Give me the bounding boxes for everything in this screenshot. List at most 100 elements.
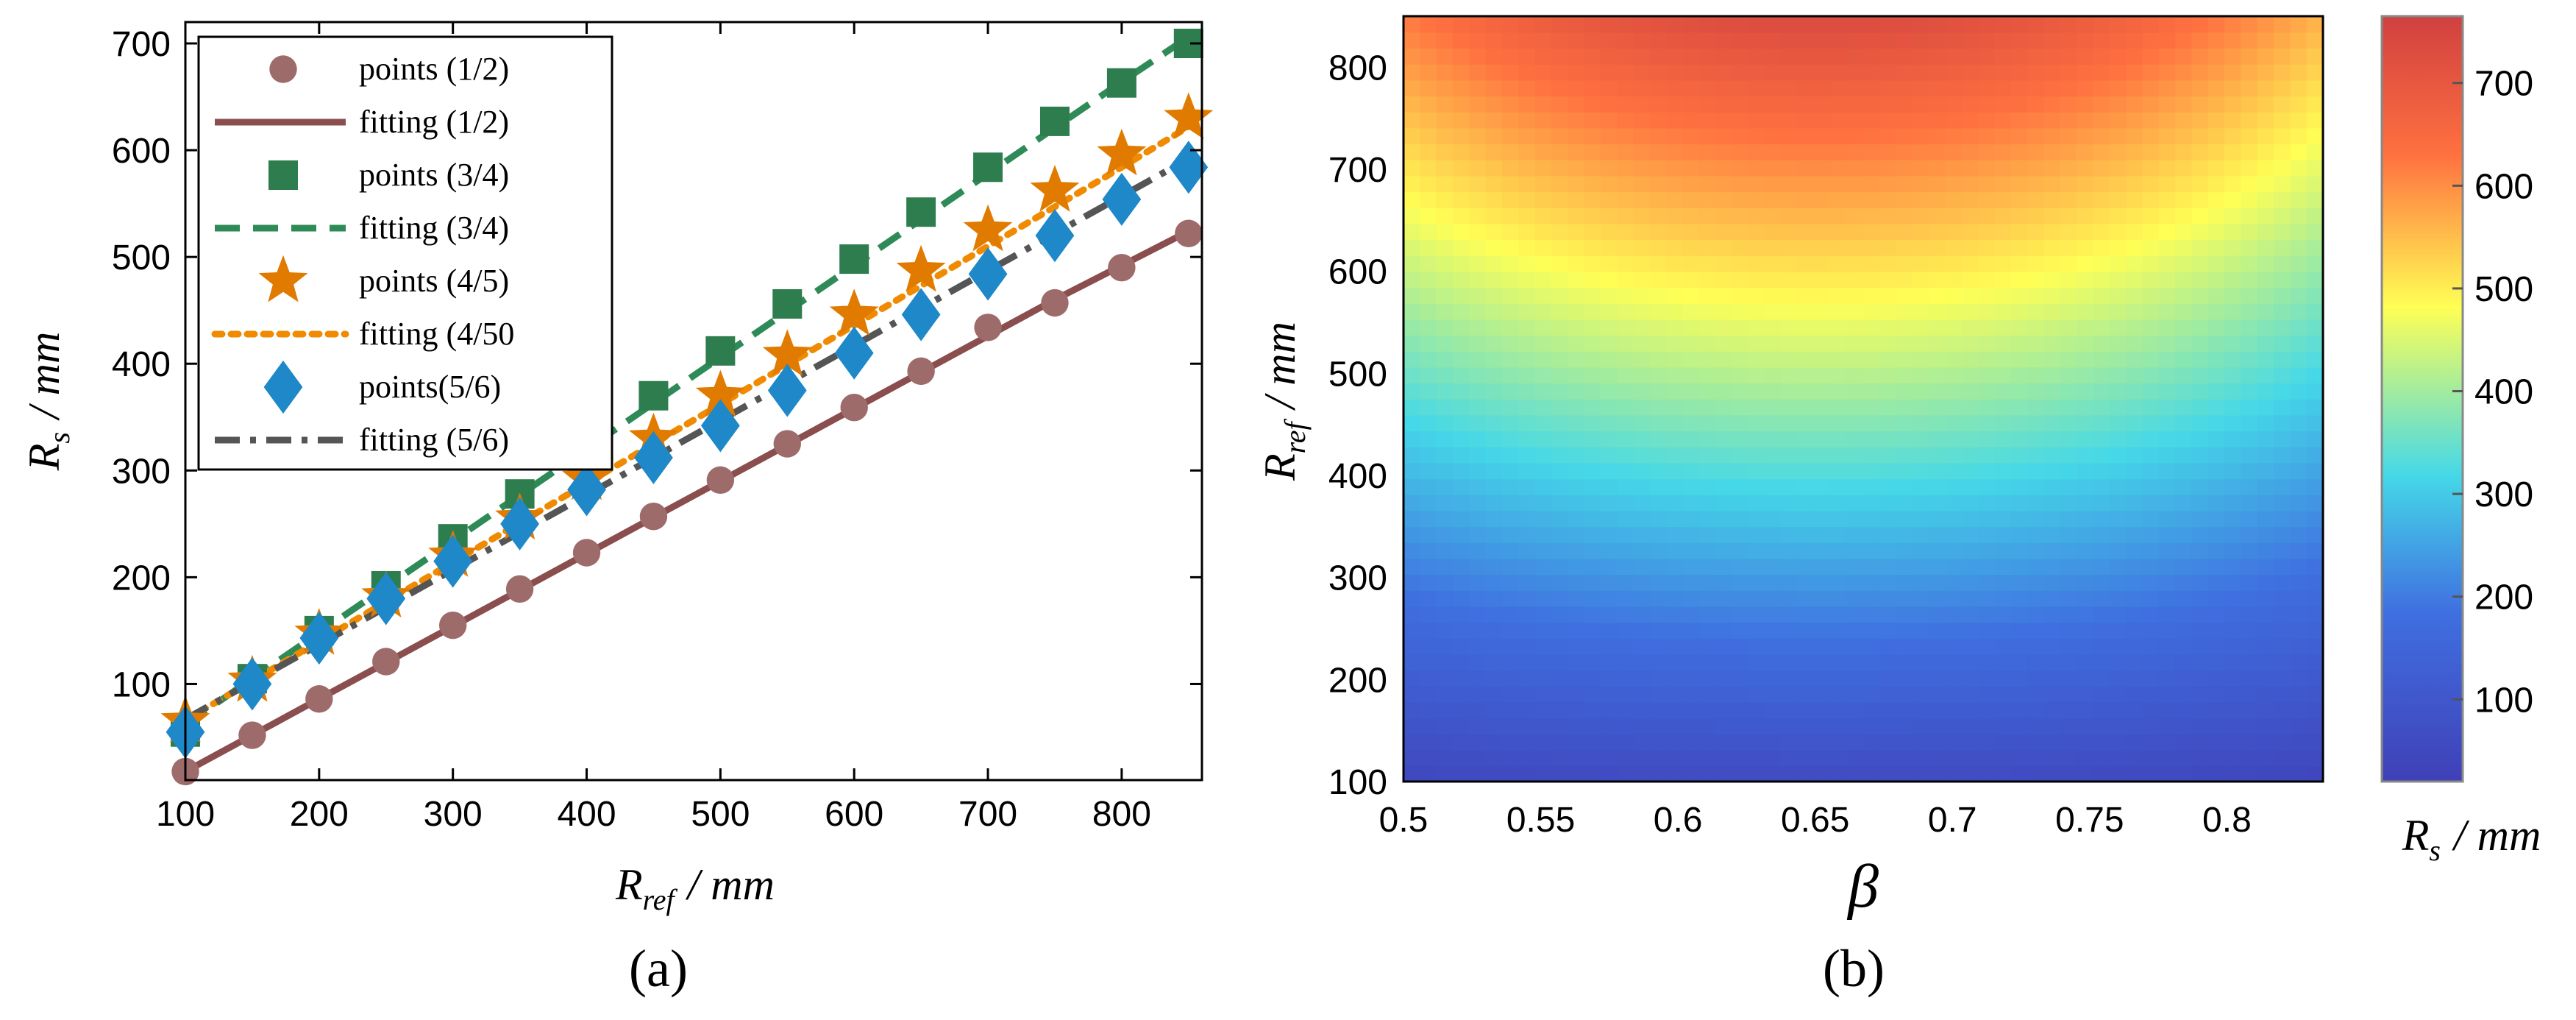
heatmap-cell [1814, 478, 1832, 495]
heatmap-cell [2027, 383, 2045, 400]
heatmap-cell [2093, 622, 2110, 639]
heatmap-cell [1814, 319, 1832, 336]
heatmap-cell [1501, 351, 1520, 368]
heatmap-cell [2175, 749, 2193, 767]
heatmap-cell [1945, 590, 1963, 607]
heatmap-cell [2241, 127, 2258, 145]
heatmap-cell [1469, 622, 1487, 639]
heatmap-cell [1698, 335, 1716, 352]
heatmap-cell [1814, 686, 1832, 703]
heatmap-cell [1534, 606, 1552, 623]
heatmap-cell [1600, 144, 1618, 160]
heatmap-cell [1830, 542, 1848, 559]
heatmap-cell [1469, 765, 1487, 782]
heatmap-cell [1403, 414, 1421, 432]
heatmap-cell [1945, 319, 1963, 336]
heatmap-cell [1879, 701, 1897, 719]
heatmap-cell [2158, 447, 2176, 464]
heatmap-cell [2043, 335, 2061, 352]
heatmap-cell [2191, 96, 2209, 113]
heatmap-cell [2043, 48, 2061, 65]
heatmap-cell [2274, 462, 2291, 480]
heatmap-cell [1436, 32, 1454, 49]
heatmap-cell [1551, 431, 1569, 447]
heatmap-cell [2175, 622, 2193, 639]
heatmap-cell [2207, 239, 2225, 256]
heatmap-cell [2027, 208, 2045, 224]
heatmap-cell [1961, 526, 1979, 543]
heatmap-cell [1715, 478, 1733, 495]
heatmap-cell [1682, 255, 1700, 272]
heatmap-cell [1846, 431, 1864, 447]
heatmap-cell [1765, 64, 1782, 81]
heatmap-cell [1600, 112, 1618, 129]
heatmap-cell [1420, 175, 1437, 193]
heatmap-cell [1682, 526, 1700, 543]
heatmap-cell [1534, 431, 1552, 447]
heatmap-cell [1617, 686, 1634, 703]
heatmap-cell [2109, 351, 2127, 368]
heatmap-cell [1469, 144, 1487, 160]
heatmap-cell [1649, 590, 1667, 607]
heatmap-cell [2207, 303, 2225, 320]
heatmap-cell [1978, 478, 1996, 495]
heatmap-cell [1617, 638, 1634, 655]
heatmap-cell [2027, 574, 2045, 591]
data-point [1102, 172, 1142, 226]
heatmap-cell [2207, 255, 2225, 272]
heatmap-cell [1929, 622, 1946, 639]
heatmap-cell [1863, 542, 1881, 559]
heatmap-cell [1978, 223, 1996, 241]
y-tick-label: 500 [112, 238, 171, 277]
heatmap-cell [2191, 462, 2209, 480]
heatmap-cell [2257, 48, 2274, 65]
heatmap-cell [1846, 160, 1864, 177]
heatmap-cell [1452, 462, 1470, 480]
heatmap-cell [1978, 335, 1996, 352]
heatmap-cell [2224, 175, 2242, 193]
heatmap-cell [1961, 79, 1979, 97]
heatmap-cell [1929, 351, 1946, 368]
heatmap-cell [1501, 255, 1520, 272]
heatmap-cell [1814, 495, 1832, 511]
heatmap-cell [1633, 478, 1651, 495]
heatmap-cell [1732, 510, 1749, 528]
y-tick-label: 100 [112, 665, 171, 704]
heatmap-cell [1600, 526, 1618, 543]
heatmap-cell [1649, 765, 1667, 782]
heatmap-cell [1568, 79, 1585, 97]
heatmap-cell [1978, 239, 1996, 256]
heatmap-cell [2010, 335, 2029, 352]
heatmap-cell [1403, 127, 1421, 145]
heatmap-cell [1715, 670, 1733, 687]
heatmap-cell [1781, 526, 1798, 543]
heatmap-cell [2142, 399, 2160, 416]
heatmap-cell [2207, 734, 2225, 751]
heatmap-cell [1748, 606, 1765, 623]
heatmap-cell [1732, 48, 1749, 65]
heatmap-cell [1403, 175, 1421, 193]
heatmap-cell [1452, 335, 1470, 352]
heatmap-cell [2027, 335, 2045, 352]
heatmap-cell [2158, 654, 2176, 671]
heatmap-cell [1912, 670, 1930, 687]
heatmap-cell [2224, 112, 2242, 129]
heatmap-cell [2126, 79, 2143, 97]
x-tick-label: 200 [290, 795, 349, 834]
heatmap-cell [1403, 590, 1421, 607]
heatmap-cell [1534, 335, 1552, 352]
heatmap-cell [1403, 749, 1421, 767]
heatmap-cell [1617, 191, 1634, 208]
heatmap-cell [1912, 303, 1930, 320]
x-ticks: 100 200 300 400 500 600 700 800 [156, 22, 1151, 834]
heatmap-cell [1600, 191, 1618, 208]
heatmap-cell [2306, 32, 2324, 49]
heatmap-cell [2027, 526, 2045, 543]
heatmap-cell [1698, 64, 1716, 81]
heatmap-cell [1797, 271, 1815, 288]
heatmap-cell [1945, 431, 1963, 447]
heatmap-cell [1945, 510, 1963, 528]
heatmap-cell [2306, 48, 2324, 65]
heatmap-cell [1961, 765, 1979, 782]
